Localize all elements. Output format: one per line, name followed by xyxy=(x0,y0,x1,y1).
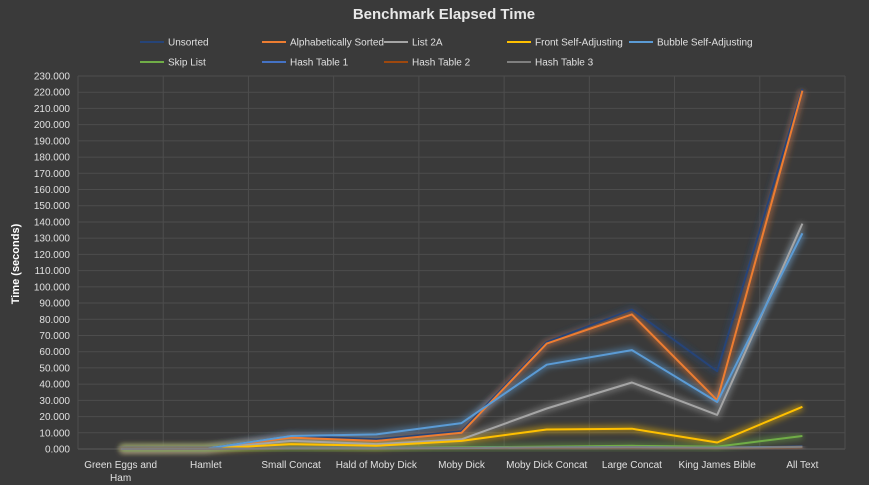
y-tick-label: 230.000 xyxy=(34,72,71,83)
y-tick-label: 110.000 xyxy=(35,266,71,277)
y-tick-label: 120.000 xyxy=(34,250,71,261)
y-tick-label: 140.000 xyxy=(34,217,71,228)
y-tick-label: 80.000 xyxy=(39,315,70,326)
y-tick-label: 20.000 xyxy=(39,412,70,423)
x-tick-label: Moby Dick xyxy=(438,460,486,471)
y-tick-label: 50.000 xyxy=(39,363,70,374)
legend: Unsorted Alphabetically Sorted List 2A Fron… xyxy=(140,38,753,69)
x-axis-ticks: Green Eggs and Ham Hamlet Small Concat Hald … xyxy=(84,460,818,484)
y-tick-label: 100.000 xyxy=(34,282,71,293)
legend-label: Bubble Self-Adjusting xyxy=(657,38,753,49)
legend-label: List 2A xyxy=(412,38,443,49)
legend-label: Hash Table 1 xyxy=(290,58,349,69)
y-tick-label: 10.000 xyxy=(39,428,70,439)
y-tick-label: 150.000 xyxy=(34,201,71,212)
y-tick-label: 60.000 xyxy=(39,347,70,358)
series-line xyxy=(120,405,803,450)
x-tick-label: Hamlet xyxy=(190,460,222,471)
y-axis-label: Time (seconds) xyxy=(10,223,22,304)
series-lines xyxy=(120,87,806,453)
series-line xyxy=(120,445,803,450)
y-tick-label: 200.000 xyxy=(34,120,71,131)
y-tick-label: 130.000 xyxy=(34,234,71,245)
x-tick-label: Green Eggs and Ham xyxy=(84,460,157,484)
y-tick-label: 160.000 xyxy=(34,185,71,196)
y-axis-ticks: 0.000 10.000 20.000 30.000 40.000 50.000 60.00… xyxy=(34,72,71,456)
legend-label: Alphabetically Sorted xyxy=(290,38,384,49)
x-tick-label: Small Concat xyxy=(261,460,321,471)
y-tick-label: 170.000 xyxy=(34,169,71,180)
legend-label: Hash Table 3 xyxy=(535,58,594,69)
x-tick-label: Hald of Moby Dick xyxy=(336,460,418,471)
legend-label: Unsorted xyxy=(168,38,209,49)
x-tick-label: All Text xyxy=(786,460,818,471)
x-tick-label: King James Bible xyxy=(679,460,757,471)
y-tick-label: 30.000 xyxy=(39,396,70,407)
gridlines xyxy=(77,75,846,450)
y-tick-label: 0.000 xyxy=(45,445,70,456)
x-tick-label: Large Concat xyxy=(602,460,662,471)
legend-label: Skip List xyxy=(168,58,206,69)
y-tick-label: 180.000 xyxy=(34,153,71,164)
y-tick-label: 220.000 xyxy=(34,88,71,99)
y-tick-label: 210.000 xyxy=(34,104,71,115)
x-tick-label: Moby Dick Concat xyxy=(506,460,587,471)
series-line xyxy=(120,223,804,450)
legend-label: Front Self-Adjusting xyxy=(535,38,623,49)
legend-label: Hash Table 2 xyxy=(412,58,471,69)
y-tick-label: 190.000 xyxy=(34,136,71,147)
chart-title: Benchmark Elapsed Time xyxy=(353,6,535,23)
y-tick-label: 70.000 xyxy=(39,331,70,342)
y-tick-label: 90.000 xyxy=(39,299,70,310)
y-tick-label: 40.000 xyxy=(39,380,70,391)
series-line xyxy=(120,232,804,450)
